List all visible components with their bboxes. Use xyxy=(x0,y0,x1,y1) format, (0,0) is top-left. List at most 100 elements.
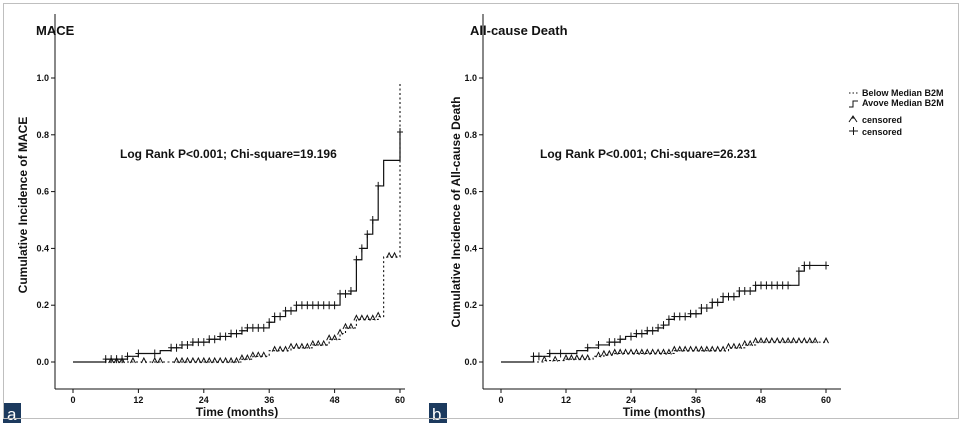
censor-mark-plus-mace xyxy=(342,289,349,298)
censor-mark-plus-mace xyxy=(266,318,273,327)
censor-mark-triangle-mace xyxy=(282,345,289,352)
x-tick-label-death: 12 xyxy=(561,395,571,405)
censor-mark-plus-mace xyxy=(358,244,365,253)
x-tick-label-mace: 12 xyxy=(133,395,143,405)
censor-mark-triangle-death xyxy=(622,348,629,355)
censor-mark-plus-mace xyxy=(364,230,371,239)
censor-mark-plus-death xyxy=(774,281,781,290)
censor-mark-triangle-mace xyxy=(342,322,349,330)
censor-mark-plus-death xyxy=(730,292,737,301)
censor-mark-plus-death xyxy=(785,281,792,290)
censor-mark-plus-death xyxy=(546,349,553,358)
censor-mark-triangle-death xyxy=(579,354,586,361)
censor-mark-triangle-mace xyxy=(298,342,305,350)
censor-mark-triangle-death xyxy=(617,348,624,355)
censor-mark-triangle-death xyxy=(568,354,575,361)
censor-mark-triangle-death xyxy=(703,345,710,352)
censor-mark-triangle-mace xyxy=(184,356,191,364)
censor-mark-triangle-mace xyxy=(364,314,371,321)
censor-mark-triangle-death xyxy=(682,345,689,352)
legend-label-censored-plus: censored xyxy=(862,127,902,137)
censor-mark-triangle-death xyxy=(758,337,764,344)
censor-mark-plus-mace xyxy=(298,301,305,310)
x-axis-label-mace: Time (months) xyxy=(196,405,278,419)
x-tick-label-death: 48 xyxy=(756,395,766,405)
censor-mark-triangle-mace xyxy=(337,328,343,335)
censor-mark-plus-death xyxy=(535,352,542,361)
censor-mark-triangle-death xyxy=(644,348,651,355)
censor-mark-triangle-mace xyxy=(320,339,327,347)
series-line-above-mace xyxy=(73,131,401,363)
censor-mark-triangle-mace xyxy=(386,251,393,259)
censor-mark-triangle-mace xyxy=(353,314,360,321)
censor-mark-triangle-mace xyxy=(200,356,207,364)
censor-mark-plus-death xyxy=(703,304,710,313)
censor-mark-triangle-death xyxy=(747,339,754,347)
censor-mark-triangle-mace xyxy=(239,354,245,361)
censor-mark-triangle-mace xyxy=(309,339,316,347)
censor-mark-triangle-mace xyxy=(249,351,256,358)
censor-mark-triangle-mace xyxy=(315,339,322,347)
censor-mark-plus-death xyxy=(801,261,808,270)
censor-mark-plus-death xyxy=(714,298,721,307)
x-tick-label-mace: 0 xyxy=(70,395,75,405)
censor-mark-triangle-death xyxy=(785,337,792,344)
censor-mark-triangle-mace xyxy=(195,356,202,364)
censor-mark-plus-mace xyxy=(168,343,175,352)
censor-mark-plus-mace xyxy=(288,306,294,315)
legend-censor-plus-icon xyxy=(849,127,858,135)
x-tick-label-death: 60 xyxy=(821,395,831,405)
figure-frame xyxy=(3,3,959,419)
censor-mark-triangle-death xyxy=(584,354,591,361)
censor-mark-plus-death xyxy=(649,326,656,335)
censor-mark-plus-death xyxy=(758,281,764,290)
censor-mark-triangle-mace xyxy=(271,345,278,352)
chart-title-death: All-cause Death xyxy=(470,23,568,38)
censor-mark-plus-mace xyxy=(179,340,185,349)
panel-label-b: b xyxy=(432,405,441,423)
censor-mark-triangle-death xyxy=(611,348,618,355)
censor-mark-plus-mace xyxy=(228,329,235,338)
censor-mark-plus-death xyxy=(698,304,705,313)
censor-mark-plus-mace xyxy=(255,323,262,332)
censor-mark-plus-death xyxy=(530,352,537,361)
censor-mark-plus-mace xyxy=(102,355,109,364)
censor-mark-triangle-death xyxy=(714,345,721,352)
censor-mark-plus-mace xyxy=(173,343,180,352)
censor-mark-triangle-death xyxy=(730,342,737,350)
x-tick-label-death: 24 xyxy=(626,395,636,405)
y-tick-label-mace: 0.4 xyxy=(36,243,49,253)
censor-mark-triangle-death xyxy=(665,348,672,355)
y-tick-label-mace: 0.0 xyxy=(36,357,49,367)
censor-mark-triangle-mace xyxy=(217,356,224,364)
panel-label-a: a xyxy=(7,405,17,423)
censor-mark-triangle-death xyxy=(752,337,759,344)
censor-mark-plus-mace xyxy=(293,301,300,310)
censor-mark-triangle-mace xyxy=(179,356,185,364)
x-tick-label-mace: 48 xyxy=(330,395,340,405)
censor-mark-triangle-death xyxy=(790,337,797,344)
censor-mark-triangle-death xyxy=(720,345,727,352)
censor-mark-plus-mace xyxy=(195,338,202,347)
censor-mark-triangle-death xyxy=(628,348,634,355)
censor-mark-triangle-death xyxy=(725,342,732,350)
censor-mark-plus-mace xyxy=(353,255,360,264)
x-tick-label-death: 0 xyxy=(498,395,503,405)
censor-mark-triangle-mace xyxy=(130,356,136,364)
censor-mark-plus-mace xyxy=(397,127,403,136)
censor-mark-plus-mace xyxy=(222,332,229,341)
censor-mark-triangle-death xyxy=(801,337,808,344)
censor-mark-plus-mace xyxy=(135,349,142,358)
censor-mark-plus-mace xyxy=(375,181,382,190)
censor-mark-triangle-mace xyxy=(233,356,240,364)
censor-mark-triangle-mace xyxy=(211,356,218,364)
censor-mark-plus-mace xyxy=(326,301,333,310)
y-tick-label-death: 0.4 xyxy=(464,243,477,253)
censor-mark-plus-mace xyxy=(282,306,289,315)
censor-mark-plus-death xyxy=(741,287,748,295)
plot-layer: 0.0 0.2 0.4 0.6 0.8 1.0 0 12 24 36 48 60 0.0 0.2 0.4 0.… xyxy=(36,14,841,405)
censor-mark-plus-death xyxy=(720,292,727,301)
censor-mark-triangle-death xyxy=(552,355,559,362)
censor-mark-triangle-mace xyxy=(293,342,300,350)
